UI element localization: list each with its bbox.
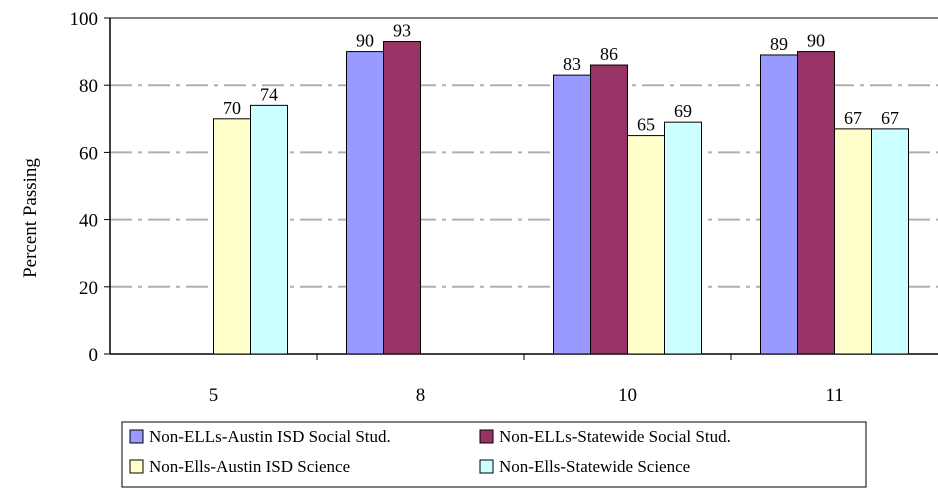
x-tick-label: 8 bbox=[416, 385, 426, 406]
y-tick-label: 80 bbox=[79, 76, 98, 97]
data-label: 86 bbox=[600, 44, 618, 64]
data-label: 67 bbox=[844, 108, 862, 128]
bar bbox=[627, 135, 665, 355]
data-label: 83 bbox=[563, 54, 581, 74]
data-label: 69 bbox=[674, 101, 692, 121]
y-tick-label: 0 bbox=[89, 345, 99, 366]
legend-swatch bbox=[129, 429, 144, 444]
data-label: 93 bbox=[393, 21, 411, 41]
x-tick-label: 5 bbox=[209, 385, 219, 406]
legend-label: Non-ELLs-Austin ISD Social Stud. bbox=[149, 427, 391, 446]
y-tick-labels: 0 20 40 60 80 100 bbox=[70, 9, 99, 366]
data-label: 89 bbox=[770, 34, 788, 54]
bar bbox=[834, 128, 872, 355]
bar bbox=[760, 54, 798, 355]
bar bbox=[553, 74, 591, 355]
legend: Non-ELLs-Austin ISD Social Stud. Non-ELLs… bbox=[121, 421, 867, 488]
data-label: 70 bbox=[223, 98, 241, 118]
legend-swatch bbox=[479, 459, 494, 474]
bar bbox=[383, 41, 421, 355]
data-label: 90 bbox=[807, 31, 825, 51]
bar bbox=[590, 64, 628, 355]
legend-label: Non-Ells-Austin ISD Science bbox=[149, 457, 350, 476]
x-tick-label: 11 bbox=[825, 385, 843, 406]
bar bbox=[797, 51, 835, 355]
bar bbox=[664, 121, 702, 355]
y-tick-label: 60 bbox=[79, 143, 98, 164]
x-tick-labels: 5 8 10 11 bbox=[209, 385, 844, 406]
y-axis-label: Percent Passing bbox=[20, 158, 41, 278]
data-label: 67 bbox=[881, 108, 899, 128]
data-label: 90 bbox=[356, 31, 374, 51]
data-label: 65 bbox=[637, 115, 655, 135]
data-label: 74 bbox=[260, 84, 278, 104]
bar bbox=[213, 118, 251, 355]
bar bbox=[250, 104, 288, 355]
data-labels: 70 74 90 93 83 86 65 69 89 90 67 67 bbox=[223, 21, 899, 135]
y-tick-label: 20 bbox=[79, 278, 98, 299]
legend-swatch bbox=[129, 459, 144, 474]
legend-frame bbox=[121, 421, 867, 488]
bar bbox=[871, 128, 909, 355]
x-tick-label: 10 bbox=[618, 385, 637, 406]
bar bbox=[346, 51, 384, 355]
legend-label: Non-ELLs-Statewide Social Stud. bbox=[499, 427, 731, 446]
bars bbox=[213, 41, 909, 355]
y-tick-label: 100 bbox=[70, 9, 99, 30]
legend-swatch bbox=[479, 429, 494, 444]
y-tick-label: 40 bbox=[79, 211, 98, 232]
legend-label: Non-Ells-Statewide Science bbox=[499, 457, 690, 476]
